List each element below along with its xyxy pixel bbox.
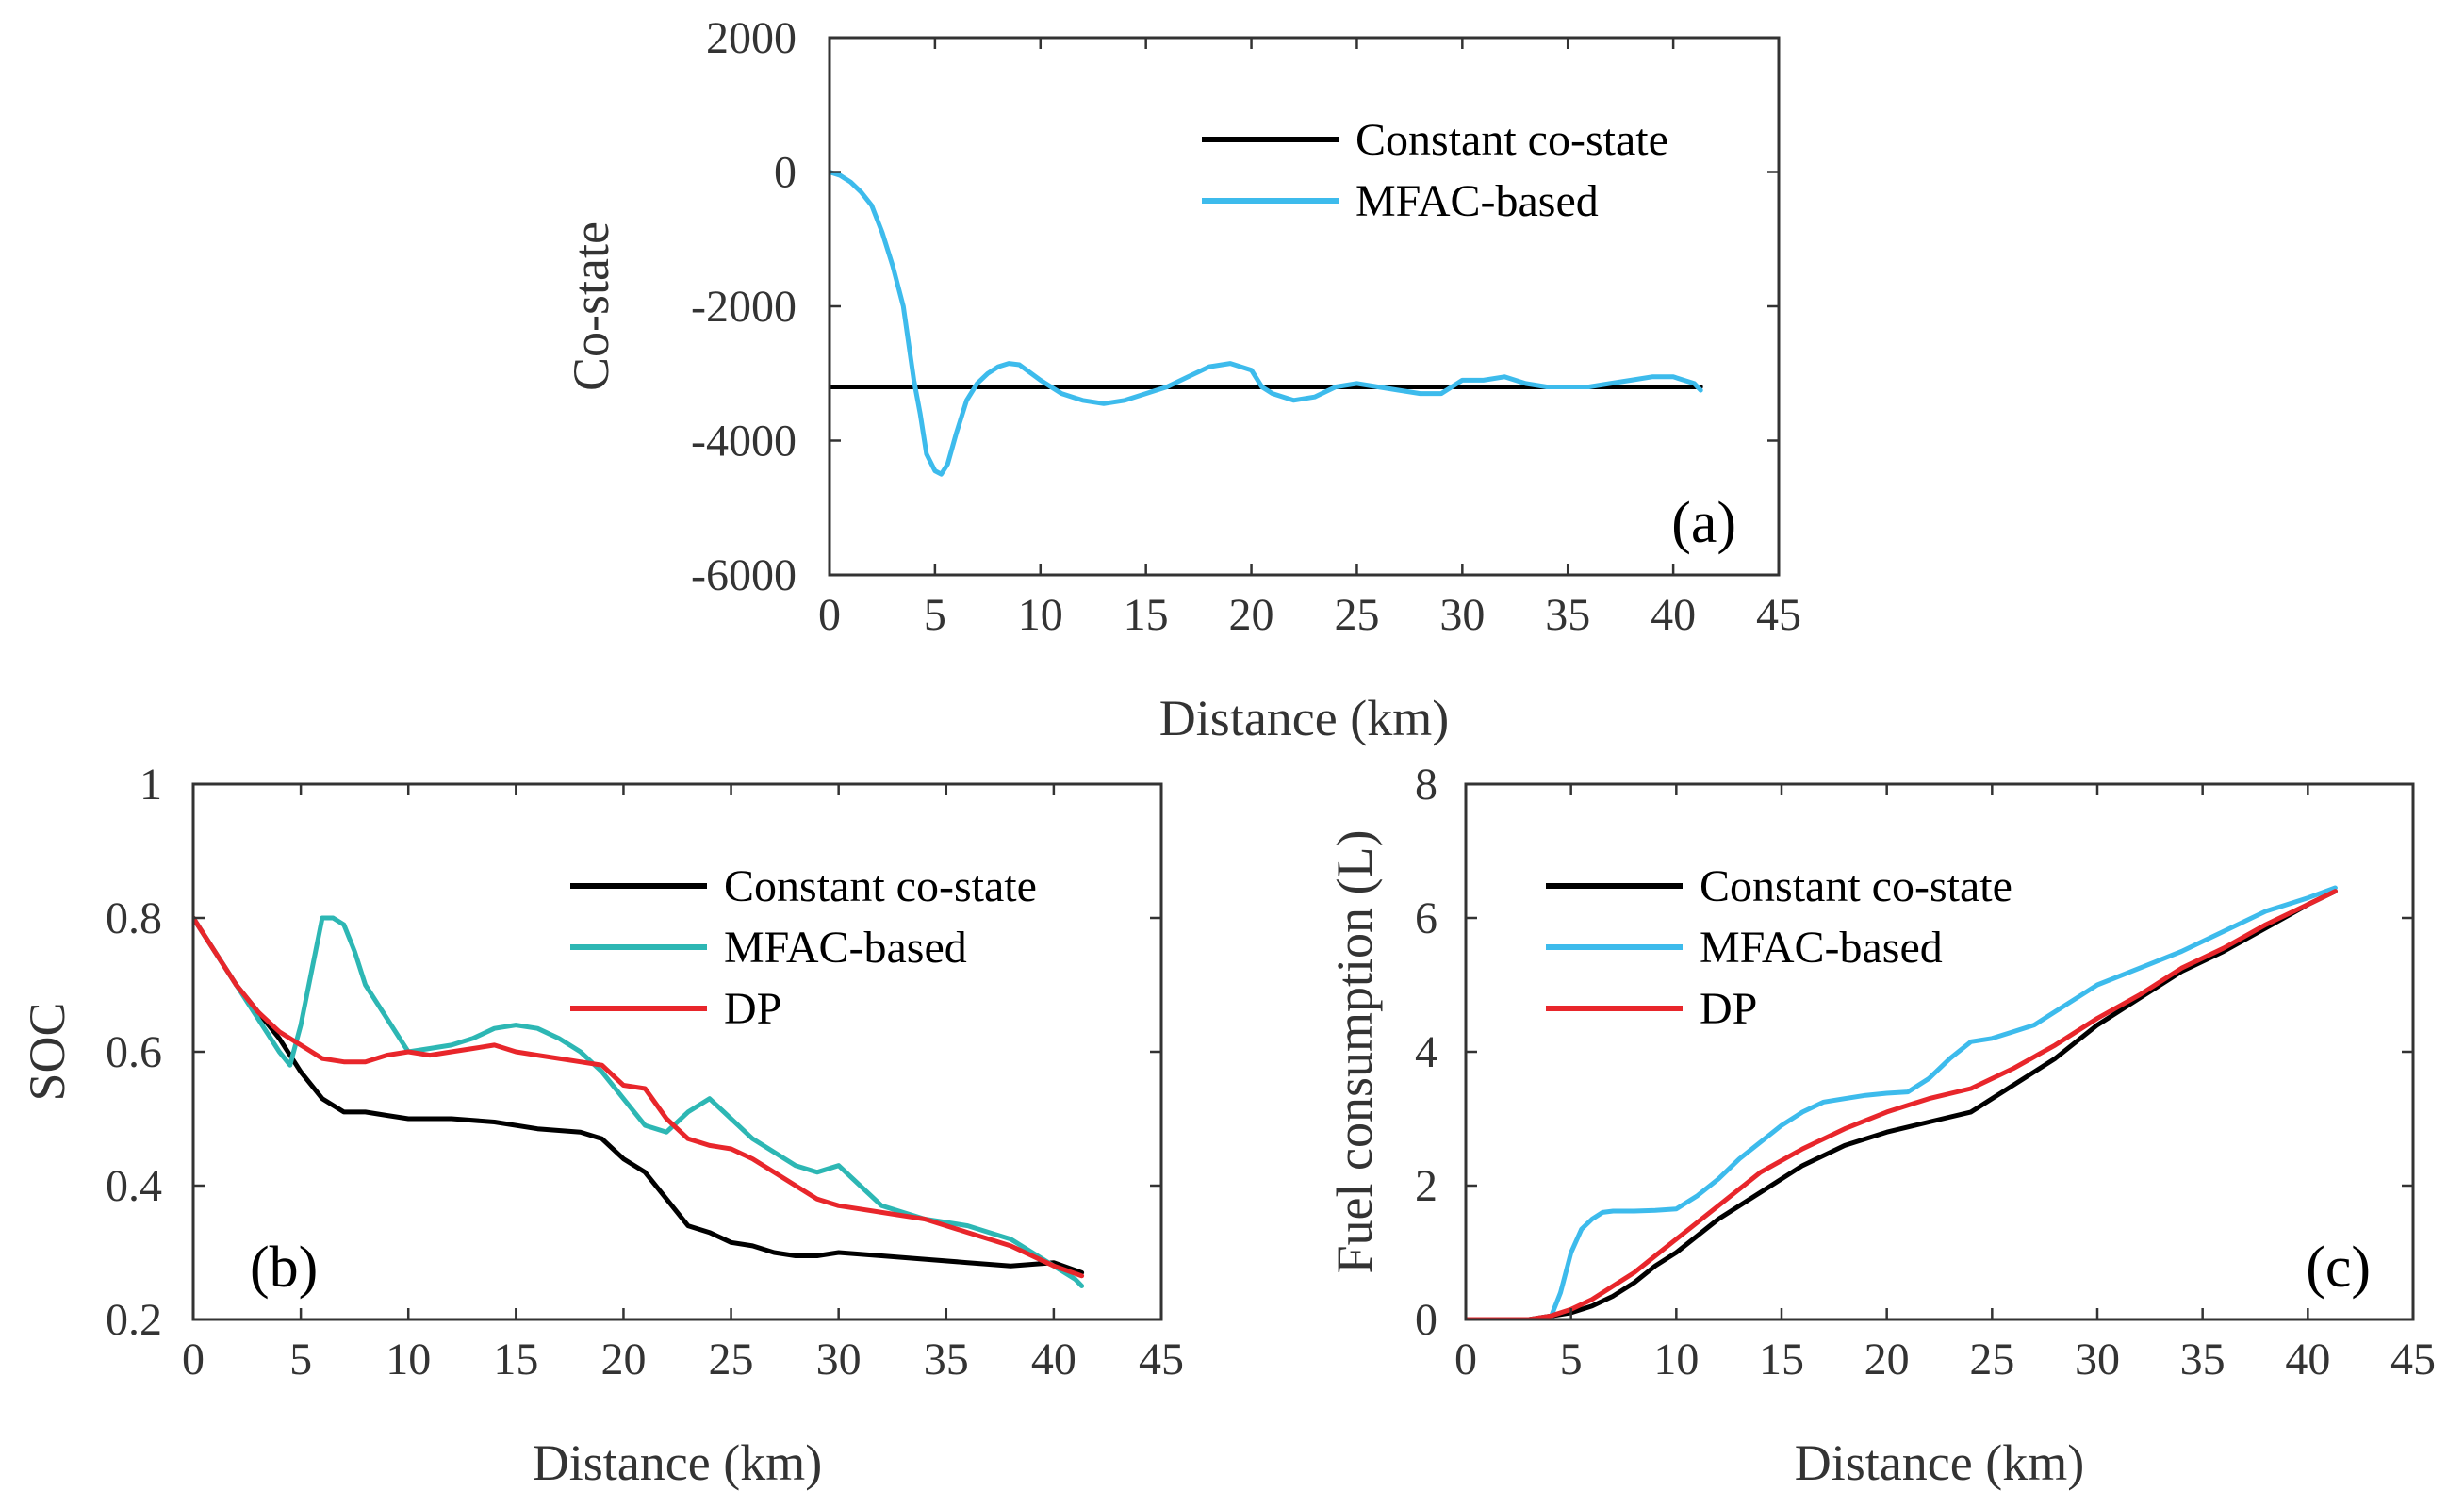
x-tick-label: 10 — [386, 1335, 431, 1384]
x-tick-label: 35 — [2180, 1335, 2226, 1384]
x-tick-label: 30 — [816, 1335, 862, 1384]
y-tick-label: 4 — [1415, 1027, 1437, 1077]
x-tick-label: 30 — [2075, 1335, 2120, 1384]
y-tick-label: 0.4 — [106, 1161, 162, 1211]
panel-tag-c: (c) — [2306, 1236, 2371, 1300]
x-tick-label: 35 — [1545, 590, 1590, 640]
x-tick-label: 0 — [1454, 1335, 1477, 1384]
legend-label: MFAC-based — [724, 923, 967, 973]
x-tick-label: 20 — [1229, 590, 1274, 640]
x-tick-label: 20 — [1864, 1335, 1910, 1384]
x-axis-label: Distance (km) — [1795, 1434, 2084, 1491]
legend-c: Constant co-state MFAC-based DP — [1546, 861, 2012, 1034]
x-tick-label: 5 — [924, 590, 946, 640]
x-tick-label: 45 — [2390, 1335, 2436, 1384]
y-tick-label: 0.8 — [106, 893, 162, 943]
x-tick-label: 15 — [493, 1335, 538, 1384]
x-tick-label: 15 — [1124, 590, 1169, 640]
x-tick-label: 20 — [600, 1335, 646, 1384]
panel-tag-b: (b) — [250, 1236, 318, 1300]
x-tick-label: 10 — [1653, 1335, 1699, 1384]
series-line-b-0 — [193, 915, 1085, 1275]
chart-panel-b: 0 5 10 15 20 25 30 35 40 45 0.2 0.4 0.6 0.8 1 Distance … — [19, 760, 1184, 1491]
x-tick-label: 25 — [709, 1335, 754, 1384]
y-tick-label: -6000 — [691, 550, 797, 600]
legend-label: MFAC-based — [1700, 923, 1943, 973]
series-line-c-1 — [1466, 885, 2338, 1319]
y-tick-label: 0 — [774, 148, 797, 198]
chart-panel-c: 0 5 10 15 20 25 30 35 40 45 0 2 4 6 8 Distance (km) Fuel… — [1326, 760, 2436, 1491]
chart-panel-a: 0 5 10 15 20 25 30 35 40 45 -6000 -4000 -2000 0 2000 Di… — [563, 13, 1801, 746]
series-line-a-1 — [830, 170, 1703, 477]
x-tick-label: 25 — [1969, 1335, 2014, 1384]
x-tick-label: 0 — [818, 590, 841, 640]
legend-label: MFAC-based — [1355, 176, 1599, 226]
x-tick-label: 45 — [1139, 1335, 1184, 1384]
y-tick-label: -4000 — [691, 417, 797, 467]
x-tick-label: 0 — [182, 1335, 205, 1384]
x-axis-label: Distance (km) — [1159, 690, 1449, 746]
legend-label: Constant co-state — [724, 861, 1037, 911]
x-tick-label: 30 — [1439, 590, 1485, 640]
y-tick-label: 1 — [140, 760, 162, 810]
series-line-c-2 — [1466, 889, 2338, 1319]
series-line-c-0 — [1466, 889, 2338, 1319]
legend-label: Constant co-state — [1355, 115, 1668, 165]
x-tick-label: 10 — [1018, 590, 1063, 640]
y-tick-label: 0 — [1415, 1295, 1437, 1345]
x-tick-label: 45 — [1756, 590, 1801, 640]
x-tick-label: 40 — [2285, 1335, 2330, 1384]
legend-label: DP — [724, 984, 781, 1034]
x-tick-label: 5 — [289, 1335, 312, 1384]
series-line-b-2 — [193, 915, 1085, 1279]
y-tick-label: 8 — [1415, 760, 1437, 810]
x-tick-label: 5 — [1560, 1335, 1583, 1384]
legend-label: DP — [1700, 984, 1757, 1034]
x-tick-label: 15 — [1759, 1335, 1804, 1384]
y-tick-label: 0.6 — [106, 1027, 162, 1077]
y-axis-label: Fuel consumption (L) — [1326, 830, 1383, 1274]
legend-a: Constant co-state MFAC-based — [1202, 115, 1668, 226]
x-tick-label: 40 — [1651, 590, 1696, 640]
y-axis-label: Co-state — [563, 221, 619, 391]
y-tick-label: 0.2 — [106, 1295, 162, 1345]
y-tick-label: 6 — [1415, 893, 1437, 943]
y-axis-label: SOC — [19, 1002, 75, 1101]
legend-b: Constant co-state MFAC-based DP — [570, 861, 1037, 1034]
y-tick-label: -2000 — [691, 282, 797, 332]
x-tick-label: 25 — [1334, 590, 1379, 640]
panel-tag-a: (a) — [1671, 491, 1736, 555]
x-axis-label: Distance (km) — [533, 1434, 822, 1491]
x-tick-label: 40 — [1031, 1335, 1076, 1384]
legend-label: Constant co-state — [1700, 861, 2012, 911]
y-tick-label: 2000 — [706, 13, 797, 63]
y-tick-label: 2 — [1415, 1161, 1437, 1211]
x-tick-label: 35 — [924, 1335, 969, 1384]
